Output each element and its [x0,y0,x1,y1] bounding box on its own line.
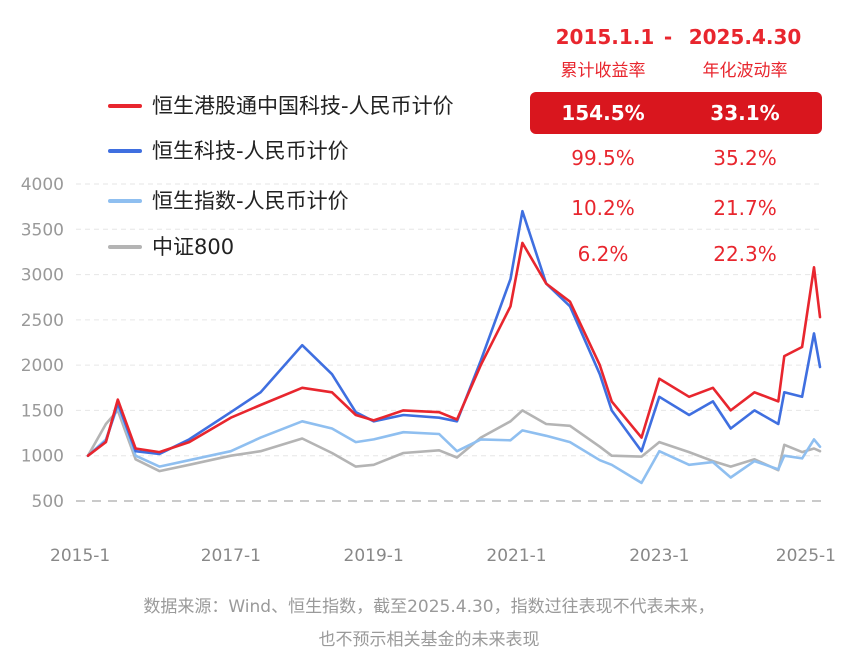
series-line-hstech-hk-connect [86,241,822,458]
y-tick-label: 3500 [21,220,64,240]
x-tick-label: 2015-1 [50,546,110,566]
cumulative-return-value: 99.5% [571,146,635,170]
x-tick-label: 2023-1 [629,546,689,566]
period-dash: - [664,25,672,49]
x-tick-label: 2019-1 [344,546,404,566]
disclaimer-note: 也不预示相关基金的未来表现 [319,630,540,650]
x-tick-label: 2017-1 [201,546,261,566]
column-header-return: 累计收益率 [561,61,646,81]
cumulative-return-value: 6.2% [578,242,629,266]
x-tick-label: 2021-1 [486,546,546,566]
y-tick-label: 2500 [21,311,64,331]
annualized-volatility-value: 33.1% [710,101,779,125]
legend-item-hsi: 恒生指数-人民币计价 [152,189,349,213]
annualized-volatility-value: 35.2% [713,146,777,170]
period-end: 2025.4.30 [689,25,802,49]
highlight-bar [530,92,822,134]
series-line-csi800 [86,409,822,473]
y-tick-label: 1000 [21,447,64,467]
y-tick-label: 2000 [21,356,64,376]
annualized-volatility-value: 22.3% [713,242,777,266]
source-note: 数据来源：Wind、恒生指数，截至2025.4.30，指数过往表现不代表未来， [143,597,714,617]
legend-item-hstech-hk-connect: 恒生港股通中国科技-人民币计价 [152,94,454,118]
y-tick-label: 1500 [21,401,64,421]
y-tick-label: 3000 [21,266,64,286]
y-tick-label: 4000 [21,175,64,195]
legend-item-csi800: 中证800 [152,235,234,259]
cumulative-return-value: 10.2% [571,196,635,220]
column-header-volatility: 年化波动率 [703,61,788,81]
cumulative-return-value: 154.5% [561,101,644,125]
period-start: 2015.1.1 [556,25,655,49]
y-tick-label: 500 [32,492,64,512]
x-tick-label: 2025-1 [776,546,836,566]
series-line-hsi [86,404,822,485]
series-line-hstech [86,209,822,458]
legend-item-hstech: 恒生科技-人民币计价 [152,139,349,163]
annualized-volatility-value: 21.7% [713,196,777,220]
